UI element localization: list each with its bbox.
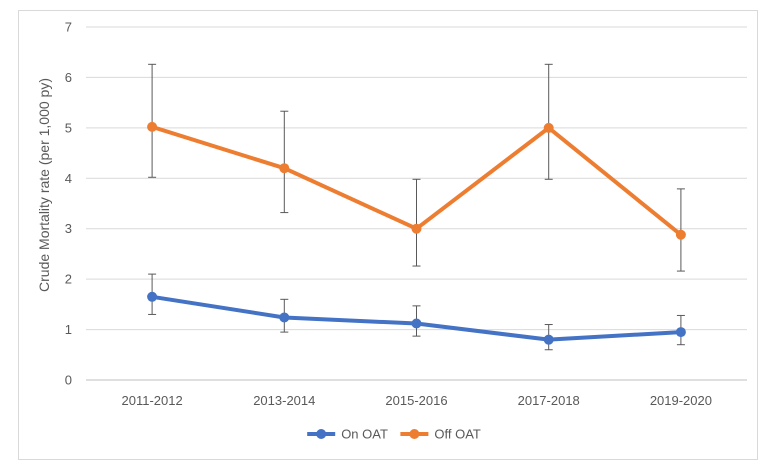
y-tick-label: 0	[65, 373, 72, 388]
legend-item: Off OAT	[400, 427, 481, 442]
error-bar	[412, 178, 421, 267]
x-tick-labels: 2011-2012 2013-2014 2015-2016 2017-2018 2019…	[121, 393, 711, 408]
x-tick-label: 2013-2014	[253, 393, 315, 408]
error-bar	[544, 63, 553, 180]
legend-label: On OAT	[341, 427, 388, 442]
y-tick-label: 1	[65, 322, 72, 337]
y-tick-labels: 0 1 2 3 4 5 6 7	[65, 20, 72, 388]
error-bar	[148, 63, 157, 178]
data-point	[279, 163, 290, 174]
error-bar	[280, 110, 289, 214]
y-tick-label: 2	[65, 272, 72, 287]
data-point	[147, 121, 158, 132]
data-point	[675, 327, 686, 338]
x-tick-label: 2015-2016	[385, 393, 447, 408]
x-tick-label: 2019-2020	[650, 393, 712, 408]
legend-label: Off OAT	[434, 427, 481, 442]
series-points	[147, 121, 686, 345]
y-tick-label: 3	[65, 221, 72, 236]
y-axis-label: Crude Mortality rate (per 1,000 py)	[36, 78, 52, 292]
data-point	[411, 223, 422, 234]
data-point	[543, 334, 554, 345]
data-point	[147, 291, 158, 302]
data-point	[279, 312, 290, 323]
y-tick-label: 5	[65, 120, 72, 135]
y-tick-label: 4	[65, 171, 72, 186]
y-tick-label: 7	[65, 20, 72, 35]
x-tick-label: 2017-2018	[518, 393, 580, 408]
legend: On OAT Off OAT	[307, 427, 481, 442]
chart-frame	[18, 10, 758, 460]
gridlines	[86, 26, 747, 381]
y-tick-label: 6	[65, 70, 72, 85]
x-tick-label: 2011-2012	[121, 393, 182, 408]
data-point	[543, 122, 554, 133]
data-point	[675, 229, 686, 240]
legend-item: On OAT	[307, 427, 388, 442]
data-point	[411, 318, 422, 329]
